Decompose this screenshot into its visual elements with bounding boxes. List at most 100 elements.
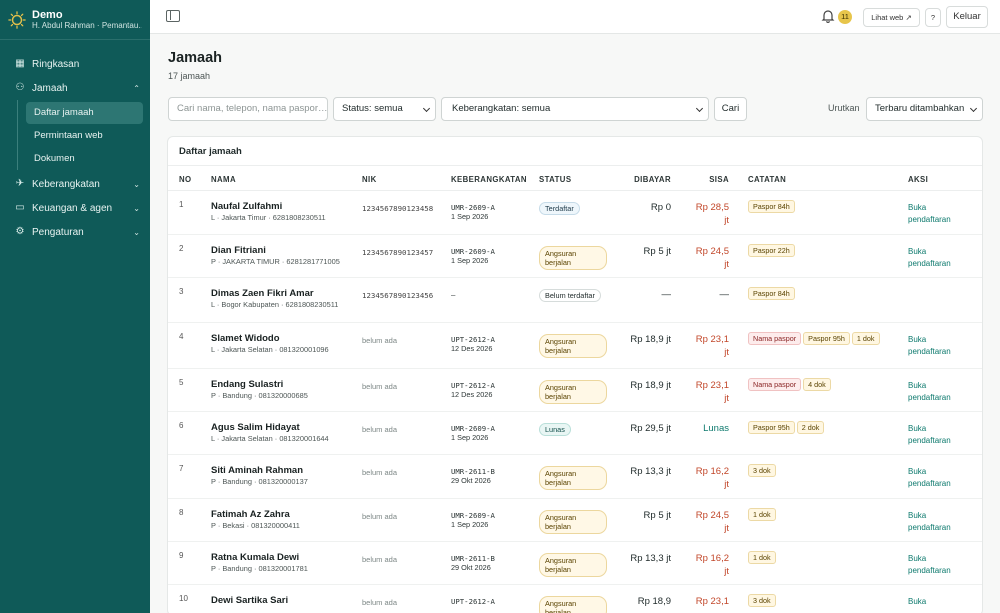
sidebar-item-dokumen[interactable]: Dokumen xyxy=(34,153,75,164)
sidebar-toggle-icon[interactable] xyxy=(166,10,180,22)
table-row: 7 Siti Aminah Rahman P · Bandung · 0813200… xyxy=(168,455,982,499)
open-registration-link[interactable]: Buka pendaftaran xyxy=(908,511,951,532)
sidebar-group-jamaah: ⚇ Jamaah ⌃ Daftar jamaah Permintaan web … xyxy=(0,76,150,170)
open-registration-link[interactable]: Buka pendaftaran xyxy=(908,424,951,445)
status-select[interactable]: Status: semua xyxy=(333,97,436,121)
departure-date: 12 Des 2026 xyxy=(451,390,493,399)
jamaah-name[interactable]: Dewi Sartika Sari xyxy=(211,595,289,606)
note-tag: 1 dok xyxy=(851,332,880,345)
remaining-amount: Rp 16,2 jt xyxy=(695,466,729,490)
page-title: Jamaah xyxy=(168,50,223,66)
jamaah-name-cell: Dimas Zaen Fikri Amar L · Bogor Kabupaten… xyxy=(211,288,351,310)
sidebar-item-label: Pengaturan xyxy=(32,226,84,238)
jamaah-name[interactable]: Fatimah Az Zahra xyxy=(211,509,290,520)
table-title: Daftar jamaah xyxy=(179,146,242,157)
view-web-button[interactable]: Lihat web ↗ xyxy=(863,8,920,27)
open-registration-link[interactable]: Buka pendaftaran xyxy=(908,554,951,575)
table-row: 2 Dian Fitriani P · JAKARTA TIMUR · 628128… xyxy=(168,235,982,278)
status-cell: Angsuran berjalan xyxy=(539,466,607,490)
open-registration-link[interactable]: Buka pendaftaran xyxy=(908,381,951,402)
jamaah-name[interactable]: Dian Fitriani xyxy=(211,245,266,256)
status-cell: Angsuran berjalan xyxy=(539,334,607,358)
brand-subtitle: H. Abdul Rahman · Pemantau… xyxy=(32,21,142,30)
note-tag: 4 dok xyxy=(803,378,831,391)
sidebar-item-keberangkatan[interactable]: ✈ Keberangkatan ⌄ xyxy=(0,172,150,196)
note-tag: Paspor 22h xyxy=(748,244,795,257)
jamaah-name[interactable]: Naufal Zulfahmi xyxy=(211,201,283,212)
filter-bar: Cari nama, telepon, nama paspor… Status:… xyxy=(168,97,988,121)
jamaah-name[interactable]: Slamet Widodo xyxy=(211,333,280,344)
note-tag: Nama paspor xyxy=(748,378,802,391)
departure-select[interactable]: Keberangkatan: semua xyxy=(441,97,709,121)
jamaah-details: P · Bandung · 081320000137 xyxy=(211,477,308,486)
sidebar-item-label: Jamaah xyxy=(32,82,68,94)
bell-icon[interactable] xyxy=(821,9,835,23)
open-registration-link[interactable]: Buka pendaftaran xyxy=(908,247,951,268)
sidebar-item-jamaah[interactable]: ⚇ Jamaah ⌃ xyxy=(0,76,150,100)
open-registration-link[interactable]: Buka pendaftaran xyxy=(908,467,951,488)
header-notes: CATATAN xyxy=(748,175,787,184)
note-tag: Paspor 95h xyxy=(748,421,795,434)
help-button[interactable]: ? xyxy=(925,8,941,27)
status-cell: Angsuran berjalan xyxy=(539,380,607,404)
status-cell: Angsuran berjalan xyxy=(539,596,607,613)
note-tag: Nama paspor xyxy=(748,332,802,345)
note-tag: 1 dok xyxy=(748,508,776,521)
search-input[interactable]: Cari nama, telepon, nama paspor… xyxy=(168,97,328,121)
departure-cell: UPT-2612-A xyxy=(451,597,495,606)
open-registration-link[interactable]: Buka pendaftaran xyxy=(908,335,951,356)
jamaah-name[interactable]: Ratna Kumala Dewi xyxy=(211,552,300,563)
jamaah-name[interactable]: Agus Salim Hidayat xyxy=(211,422,300,433)
status-badge: Angsuran berjalan xyxy=(539,334,607,358)
jamaah-name[interactable]: Siti Aminah Rahman xyxy=(211,465,304,476)
note-tag: 2 dok xyxy=(796,421,825,434)
jamaah-name-cell: Siti Aminah Rahman P · Bandung · 08132000… xyxy=(211,465,351,487)
notes-cell: Nama paspor Paspor 95h 1 dok xyxy=(748,332,898,348)
nik-value: 1234567890123458 xyxy=(362,204,434,213)
row-number: 10 xyxy=(179,594,188,603)
status-cell: Angsuran berjalan xyxy=(539,553,607,577)
departure-cell: UMR-2609-A 1 Sep 2026 xyxy=(451,511,495,529)
paid-amount: Rp 13,3 jt xyxy=(630,466,671,477)
paid-amount: Rp 5 jt xyxy=(643,510,671,521)
remaining-amount: Rp 23,1 xyxy=(695,596,729,607)
open-registration-link[interactable]: Buka xyxy=(908,597,927,606)
notification-count-badge[interactable]: 11 xyxy=(838,10,852,24)
header-nik: NIK xyxy=(362,175,377,184)
header-no: NO xyxy=(179,175,192,184)
sidebar-item-pengaturan[interactable]: ⚙ Pengaturan ⌄ xyxy=(0,220,150,244)
remaining-amount: — xyxy=(719,289,730,300)
departure-date: 12 Des 2026 xyxy=(451,344,493,353)
sort-select[interactable]: Terbaru ditambahkan xyxy=(866,97,983,121)
sidebar-item-permintaan-web[interactable]: Permintaan web xyxy=(34,130,103,141)
jamaah-details: L · Jakarta Timur · 6281808230511 xyxy=(211,213,326,222)
sidebar-item-keuangan[interactable]: ▭ Keuangan & agen ⌄ xyxy=(0,196,150,220)
jamaah-table-card: Daftar jamaah NO NAMA NIK KEBERANGKATAN … xyxy=(167,136,983,613)
sidebar-item-daftar-jamaah[interactable]: Daftar jamaah xyxy=(26,102,143,124)
jamaah-name-cell: Naufal Zulfahmi L · Jakarta Timur · 62818… xyxy=(211,201,351,223)
notes-cell: Paspor 22h xyxy=(748,244,898,260)
logout-button[interactable]: Keluar xyxy=(946,6,988,28)
note-tag: Paspor 84h xyxy=(748,200,795,213)
remaining-amount: Rp 23,1 jt xyxy=(695,334,729,358)
jamaah-name[interactable]: Endang Sulastri xyxy=(211,379,284,390)
row-number: 8 xyxy=(179,508,184,517)
row-number: 3 xyxy=(179,287,184,296)
row-number: 5 xyxy=(179,378,184,387)
departure-date: 29 Okt 2026 xyxy=(451,476,491,485)
remaining-amount: Rp 24,5 jt xyxy=(695,246,729,270)
sidebar-item-ringkasan[interactable]: ▦ Ringkasan xyxy=(0,52,150,76)
paid-amount: Rp 0 xyxy=(650,202,671,213)
table-row: 6 Agus Salim Hidayat L · Jakarta Selatan ·… xyxy=(168,412,982,455)
departure-code: UMR-2609-A xyxy=(451,424,495,433)
status-badge: Belum terdaftar xyxy=(539,289,601,302)
notes-cell: 3 dok xyxy=(748,464,898,480)
notes-cell: 1 dok xyxy=(748,508,898,524)
open-registration-link[interactable]: Buka pendaftaran xyxy=(908,203,951,224)
departure-date: 1 Sep 2026 xyxy=(451,433,489,442)
search-button[interactable]: Cari xyxy=(714,97,747,121)
status-badge: Angsuran berjalan xyxy=(539,246,607,270)
jamaah-name[interactable]: Dimas Zaen Fikri Amar xyxy=(211,288,314,299)
jamaah-subnav: Daftar jamaah Permintaan web Dokumen xyxy=(17,100,150,170)
users-icon: ⚇ xyxy=(15,82,25,93)
